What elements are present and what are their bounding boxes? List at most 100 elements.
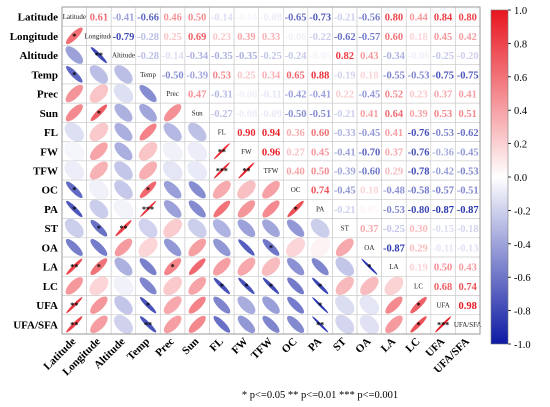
colorbar-tick-label: -0.6 bbox=[514, 273, 531, 284]
coefficient-label: 0.46 bbox=[163, 13, 181, 24]
coefficient-label: -0.18 bbox=[457, 224, 479, 235]
diagonal-label: Altitude bbox=[112, 52, 135, 60]
correlation-ellipse bbox=[163, 296, 182, 315]
coefficient-label: 0.44 bbox=[409, 13, 428, 24]
correlation-ellipse bbox=[311, 258, 329, 276]
correlation-ellipse bbox=[90, 239, 108, 256]
coefficient-label: -0.45 bbox=[457, 147, 479, 158]
column-label: LC bbox=[403, 336, 422, 355]
coefficient-label: -0.45 bbox=[358, 90, 380, 101]
coefficient-label: 0.23 bbox=[409, 90, 427, 101]
correlation-ellipse bbox=[163, 200, 182, 218]
coefficient-label: -0.34 bbox=[186, 51, 209, 62]
correlation-ellipse bbox=[262, 315, 280, 333]
coefficient-label: 0.29 bbox=[385, 167, 403, 178]
coefficient-label: 0.45 bbox=[311, 147, 329, 158]
correlation-ellipse bbox=[310, 237, 331, 258]
significance-marker: * bbox=[97, 263, 101, 272]
correlation-ellipse bbox=[114, 295, 133, 315]
colorbar-tick-label: 1.0 bbox=[514, 6, 527, 17]
correlation-ellipse bbox=[114, 314, 133, 334]
correlation-ellipse bbox=[65, 238, 83, 256]
correlation-ellipse bbox=[213, 316, 231, 333]
diagonal-label: PA bbox=[316, 205, 324, 213]
correlation-ellipse bbox=[213, 277, 230, 295]
diagonal-label: Sun bbox=[192, 109, 203, 117]
correlation-ellipse bbox=[89, 84, 109, 103]
correlation-ellipse bbox=[114, 103, 133, 122]
coefficient-label: -0.60 bbox=[358, 167, 380, 178]
correlation-ellipse bbox=[335, 257, 355, 276]
coefficient-label: -0.04 bbox=[235, 13, 258, 24]
row-label: OC bbox=[42, 185, 59, 197]
coefficient-label: -0.48 bbox=[383, 186, 405, 197]
correlation-ellipse bbox=[66, 200, 83, 218]
correlation-ellipse bbox=[286, 258, 305, 276]
correlation-ellipse bbox=[139, 161, 158, 180]
coefficient-label: 0.37 bbox=[360, 224, 378, 235]
significance-marker: * bbox=[244, 282, 248, 291]
significance-marker: * bbox=[269, 243, 273, 252]
significance-marker: ** bbox=[144, 320, 152, 329]
correlation-ellipse bbox=[384, 276, 404, 296]
correlation-ellipse bbox=[188, 315, 206, 333]
correlation-ellipse bbox=[188, 258, 206, 275]
correlation-ellipse bbox=[262, 219, 280, 238]
correlation-ellipse bbox=[64, 122, 84, 142]
coefficient-label: -0.53 bbox=[383, 205, 405, 216]
coefficient-label: 0.18 bbox=[360, 186, 378, 197]
correlation-ellipse bbox=[238, 277, 255, 295]
correlation-ellipse bbox=[90, 258, 108, 276]
coefficient-label: -0.75 bbox=[432, 70, 454, 81]
correlation-ellipse bbox=[213, 257, 231, 276]
coefficient-label: -0.87 bbox=[383, 243, 405, 254]
correlation-ellipse bbox=[359, 314, 380, 335]
correlation-ellipse bbox=[385, 315, 403, 334]
colorbar-tick-label: -0.8 bbox=[514, 307, 531, 318]
coefficient-label: -0.62 bbox=[334, 32, 356, 43]
coefficient-label: -0.27 bbox=[211, 109, 233, 120]
coefficient-label: -0.80 bbox=[408, 205, 430, 216]
correlation-ellipse bbox=[188, 277, 207, 295]
coefficient-label: -0.08 bbox=[260, 13, 282, 24]
correlation-ellipse bbox=[262, 296, 280, 314]
coefficient-label: -0.53 bbox=[408, 70, 430, 81]
correlation-ellipse bbox=[163, 238, 182, 257]
correlation-ellipse bbox=[114, 238, 133, 257]
correlation-ellipse bbox=[188, 122, 207, 142]
correlation-ellipse bbox=[139, 181, 157, 199]
significance-marker: * bbox=[72, 70, 76, 79]
coefficient-label: 0.39 bbox=[237, 32, 255, 43]
significance-marker: * bbox=[417, 320, 421, 329]
correlation-ellipse bbox=[335, 276, 354, 296]
correlation-ellipse bbox=[287, 315, 305, 333]
coefficient-label: 0.43 bbox=[360, 51, 378, 62]
correlation-ellipse bbox=[114, 65, 133, 84]
coefficient-label: -0.50 bbox=[285, 109, 307, 120]
coefficient-label: 0.33 bbox=[262, 32, 280, 43]
coefficient-label: 0.50 bbox=[434, 263, 452, 274]
coefficient-label: 0.29 bbox=[409, 243, 427, 254]
correlation-ellipse bbox=[138, 141, 158, 161]
row-label: LA bbox=[43, 262, 58, 274]
coefficient-label: -0.21 bbox=[334, 205, 356, 216]
diagonal-label: UFA/SFA bbox=[454, 321, 482, 329]
correlation-ellipse bbox=[361, 258, 378, 275]
coefficient-label: -0.42 bbox=[285, 90, 307, 101]
correlation-ellipse bbox=[65, 277, 84, 295]
correlation-ellipse bbox=[213, 143, 230, 160]
correlation-ellipse bbox=[212, 219, 231, 238]
coefficient-label: 0.90 bbox=[237, 128, 255, 139]
coefficient-label: -0.39 bbox=[186, 70, 208, 81]
coefficient-label: -0.28 bbox=[137, 32, 159, 43]
coefficient-label: -0.66 bbox=[137, 13, 159, 24]
correlation-ellipse bbox=[66, 316, 83, 333]
coefficient-label: 0.47 bbox=[188, 90, 206, 101]
significance-marker: ** bbox=[119, 224, 127, 233]
correlation-ellipse bbox=[114, 257, 133, 276]
coefficient-label: -0.21 bbox=[334, 109, 356, 120]
coefficient-label: 0.23 bbox=[213, 32, 231, 43]
row-label: PA bbox=[44, 204, 58, 216]
column-label: OA bbox=[353, 336, 373, 356]
correlation-ellipse bbox=[89, 199, 109, 219]
